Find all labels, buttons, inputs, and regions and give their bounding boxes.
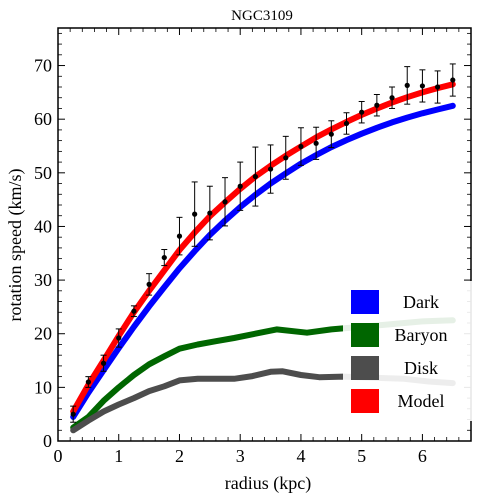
x-tick-label: 1 — [114, 446, 123, 466]
x-tick-label: 0 — [54, 446, 63, 466]
legend-label-baryon: Baryon — [395, 325, 448, 345]
data-point — [131, 308, 137, 314]
data-point — [116, 335, 122, 341]
y-tick-label: 70 — [34, 56, 52, 76]
data-point — [313, 140, 319, 146]
y-tick-label: 30 — [34, 270, 52, 290]
observation-layer — [70, 63, 456, 423]
y-tick-label: 10 — [34, 377, 52, 397]
series-line-dark — [70, 102, 456, 420]
data-point — [374, 102, 380, 108]
data-point — [343, 120, 350, 127]
data-point — [328, 131, 334, 137]
x-axis-label: radius (kpc) — [225, 473, 311, 494]
legend-label-disk: Disk — [404, 358, 438, 378]
data-point — [237, 183, 243, 189]
data-point — [267, 166, 274, 172]
data-point — [450, 77, 456, 83]
x-tick-label: 5 — [357, 446, 366, 466]
legend-swatch-model — [351, 389, 379, 413]
y-tick-label: 60 — [34, 109, 52, 129]
y-axis-label: rotation speed (km/s) — [5, 169, 26, 322]
legend-swatch-baryon — [351, 323, 379, 347]
data-point — [298, 143, 304, 150]
legend-label-model: Model — [398, 391, 445, 411]
data-point — [434, 84, 441, 90]
x-tick-label: 2 — [175, 446, 184, 466]
data-point — [252, 173, 258, 180]
data-point — [70, 411, 76, 417]
data-point — [146, 281, 152, 287]
x-tick-label: 6 — [418, 446, 427, 466]
data-point — [419, 83, 426, 89]
y-tick-label: 50 — [34, 163, 52, 183]
y-tick-label: 20 — [34, 324, 52, 344]
data-point — [192, 211, 198, 217]
y-tick-label: 40 — [34, 216, 52, 236]
x-tick-label: 4 — [296, 446, 305, 466]
y-tick-label: 0 — [43, 431, 52, 451]
data-point — [100, 360, 107, 366]
data-point — [176, 233, 183, 239]
data-point — [389, 95, 395, 101]
data-point — [207, 210, 213, 216]
legend: Dark Baryon Disk Model — [343, 281, 473, 421]
data-point — [85, 379, 91, 385]
legend-label-dark: Dark — [403, 292, 439, 312]
series-line-model — [70, 81, 456, 415]
data-point — [283, 155, 289, 161]
x-tick-label: 3 — [236, 446, 245, 466]
data-point — [161, 254, 167, 261]
legend-swatch-dark — [351, 290, 379, 314]
chart-title: NGC3109 — [231, 8, 293, 24]
legend-swatch-disk — [351, 356, 379, 380]
data-point — [404, 82, 410, 88]
data-point — [222, 199, 228, 205]
data-point — [359, 109, 365, 115]
